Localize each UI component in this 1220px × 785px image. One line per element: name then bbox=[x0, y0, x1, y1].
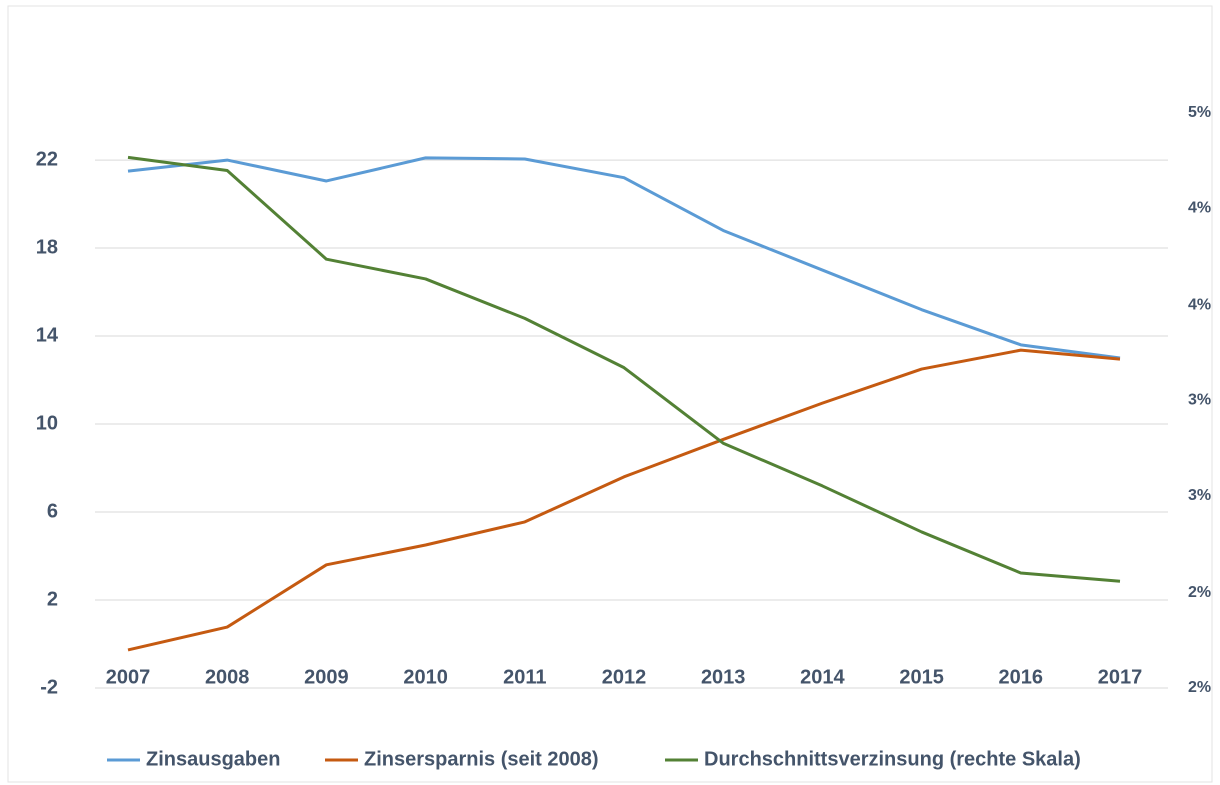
y-tick-label: 6 bbox=[47, 500, 58, 522]
legend-label: Zinsausgaben bbox=[146, 748, 280, 770]
y2-tick-label: 2% bbox=[1188, 584, 1211, 601]
x-tick-label: 2014 bbox=[800, 666, 845, 688]
series-line bbox=[127, 155, 1121, 583]
y2-tick-label: 4% bbox=[1188, 296, 1211, 313]
chart-frame bbox=[7, 5, 1213, 783]
series-line bbox=[127, 156, 1121, 360]
x-tick-label: 2007 bbox=[106, 666, 151, 688]
legend-label: Durchschnittsverzinsung (rechte Skala) bbox=[704, 748, 1081, 770]
x-tick-label: 2015 bbox=[899, 666, 944, 688]
y2-tick-label: 3% bbox=[1188, 392, 1211, 409]
y-tick-label: 14 bbox=[36, 324, 59, 346]
x-tick-label: 2011 bbox=[503, 666, 546, 688]
x-tick-label: 2013 bbox=[701, 666, 746, 688]
x-tick-label: 2017 bbox=[1098, 666, 1143, 688]
y2-tick-label: 3% bbox=[1188, 487, 1211, 504]
x-tick-label: 2009 bbox=[304, 666, 349, 688]
series-line bbox=[127, 348, 1121, 652]
y-tick-label: -2 bbox=[40, 676, 58, 698]
x-tick-label: 2016 bbox=[999, 666, 1044, 688]
y-tick-label: 2 bbox=[47, 588, 58, 610]
x-tick-label: 2012 bbox=[602, 666, 647, 688]
x-tick-label: 2008 bbox=[205, 666, 250, 688]
y2-tick-label: 2% bbox=[1188, 679, 1211, 696]
y2-tick-label: 5% bbox=[1188, 104, 1211, 121]
x-tick-label: 2010 bbox=[403, 666, 448, 688]
y-tick-label: 18 bbox=[36, 236, 58, 258]
y-tick-label: 22 bbox=[36, 148, 58, 170]
legend-label: Zinsersparnis (seit 2008) bbox=[364, 748, 599, 770]
y2-tick-label: 4% bbox=[1188, 200, 1211, 217]
y-tick-label: 10 bbox=[36, 412, 58, 434]
